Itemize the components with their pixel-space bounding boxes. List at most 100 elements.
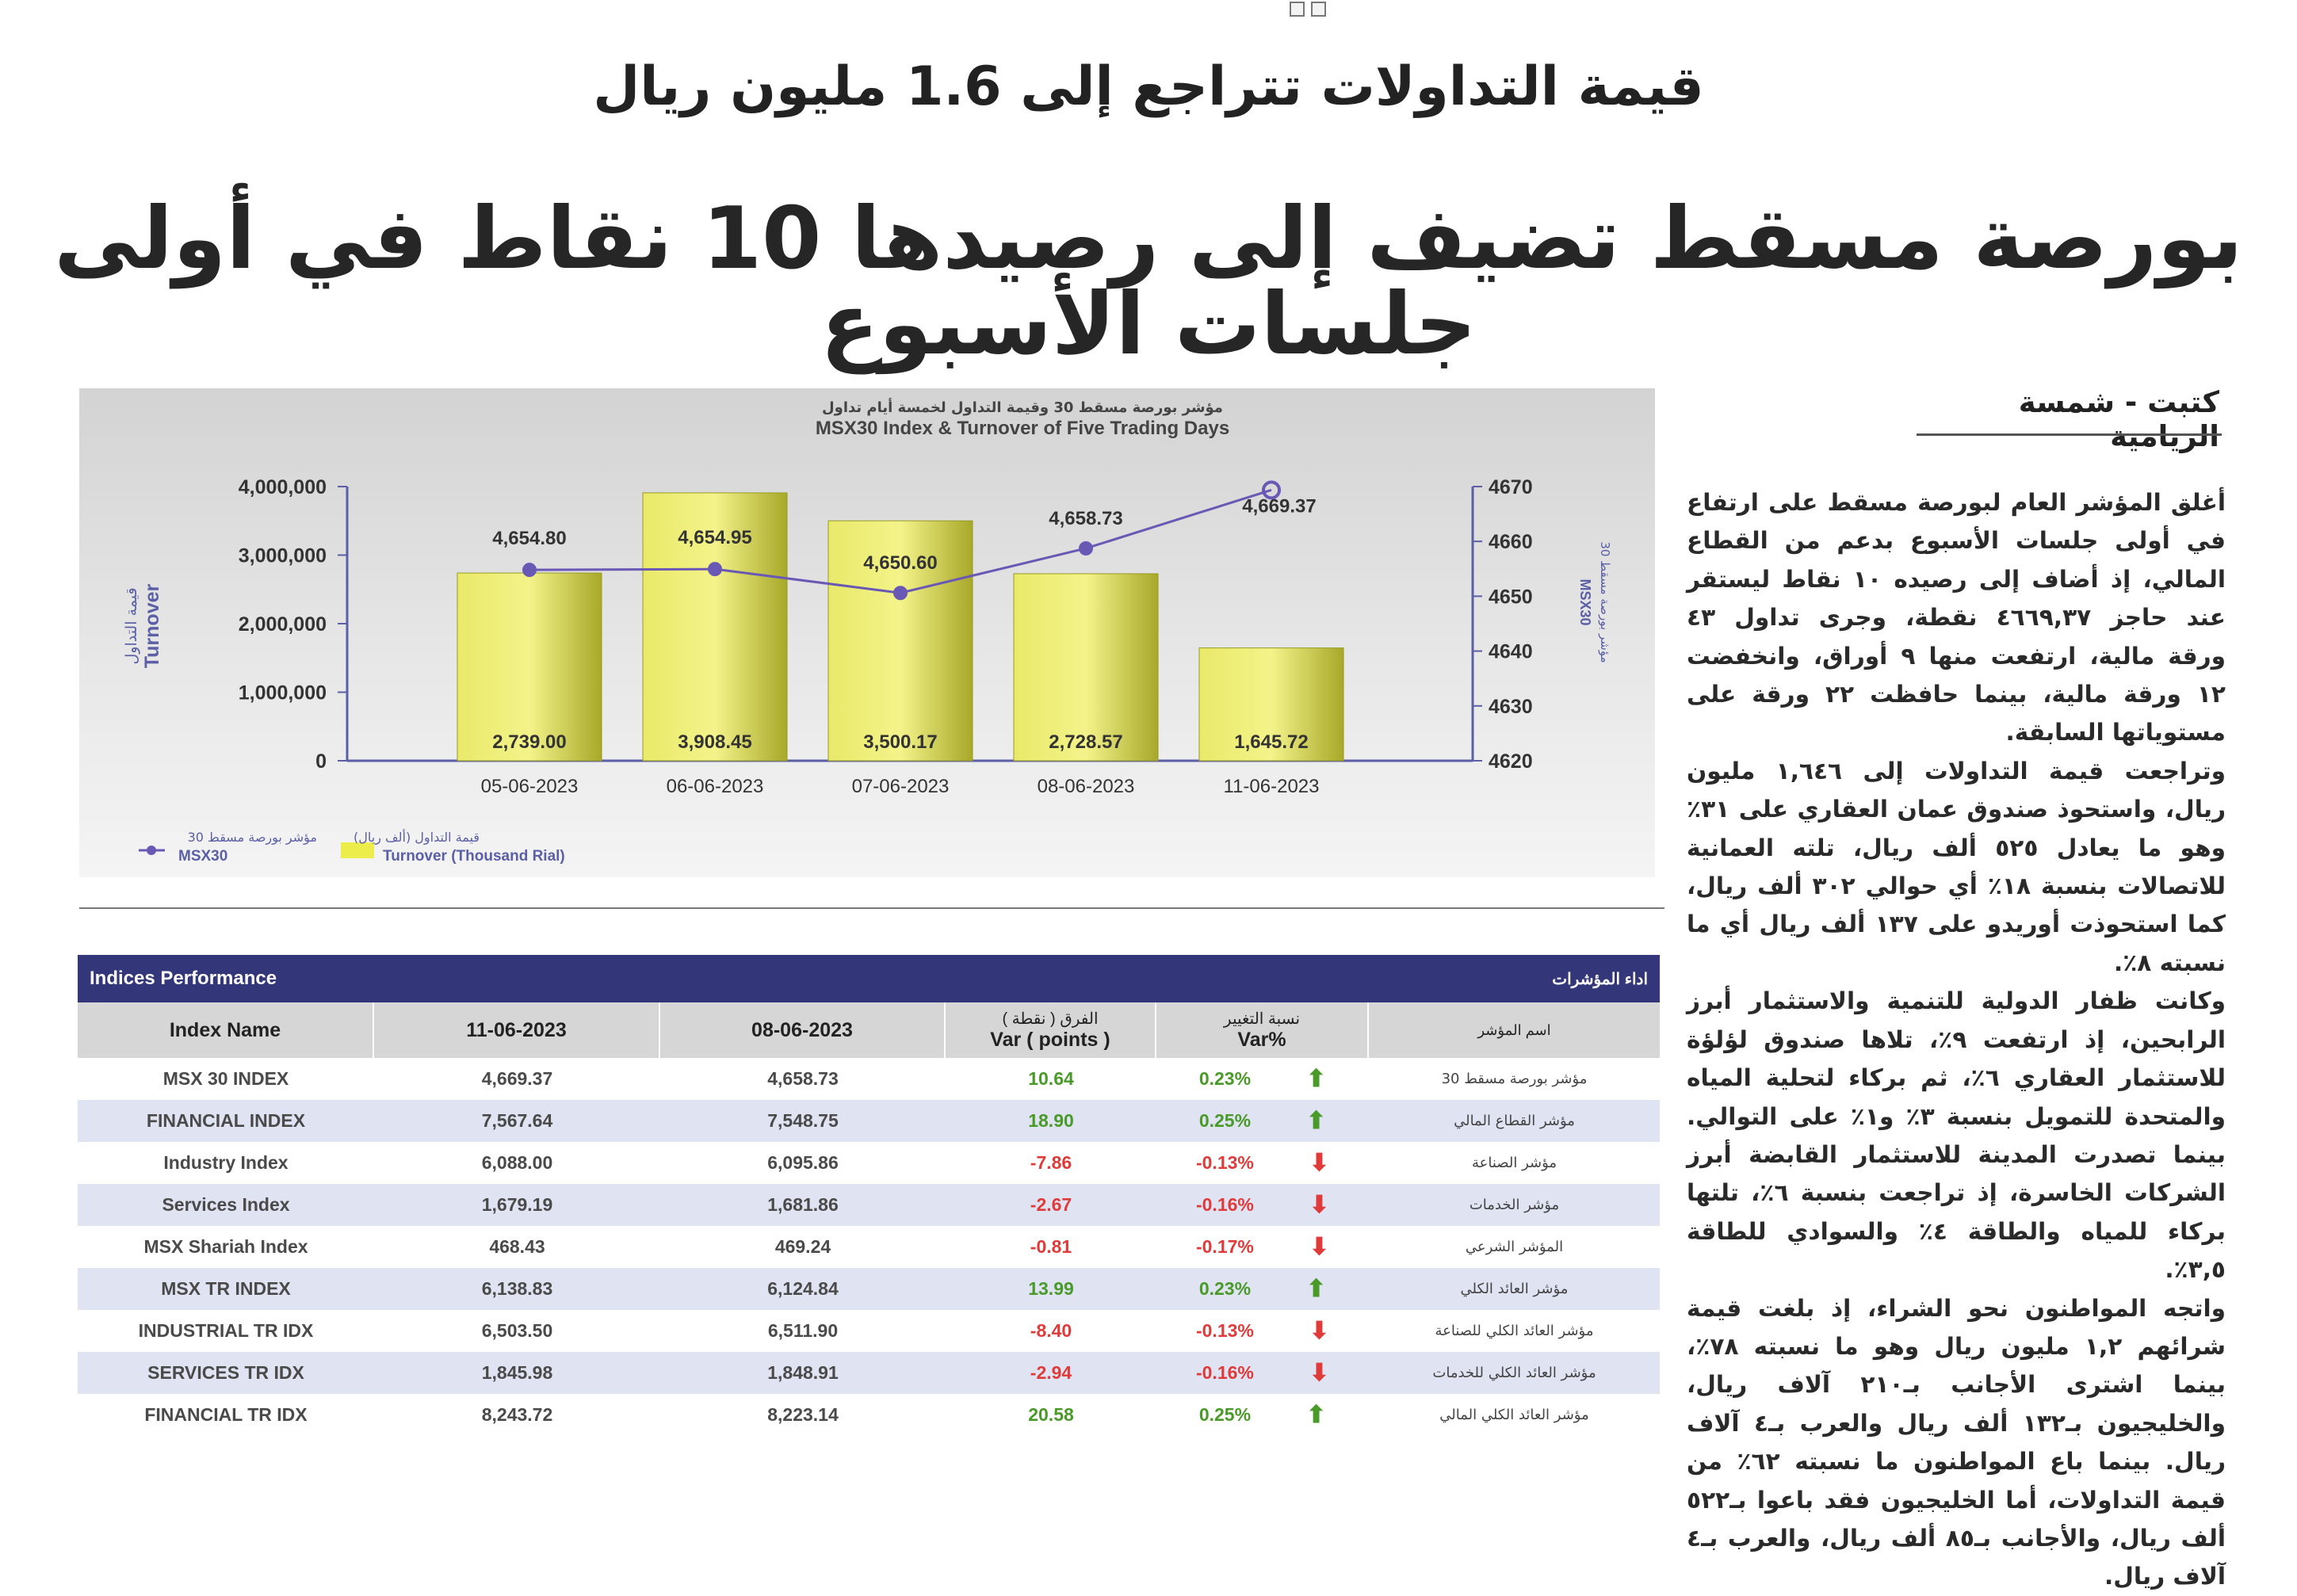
cell-date1: 6,088.00 — [481, 1152, 553, 1173]
cell-name-ar: مؤشر القطاع المالي — [1454, 1113, 1575, 1129]
main-headline: بورصة مسقط تضيف إلى رصيدها 10 نقاط في أو… — [54, 189, 2243, 374]
cell-var-pct-wrap: -0.17% ⬇ — [1156, 1235, 1369, 1259]
msx30-point — [1262, 480, 1281, 500]
y-tick-label: 3,000,000 — [239, 545, 327, 567]
up-arrow-icon: ⬆ — [1306, 1107, 1327, 1134]
cell-date1: 4,669.37 — [481, 1068, 553, 1089]
down-arrow-icon: ⬇ — [1309, 1317, 1329, 1344]
y-axis-label: Turnover — [141, 583, 163, 668]
article-body: أغلق المؤشر العام لبورصة مسقط على ارتفاع… — [1687, 483, 2226, 1596]
down-arrow-icon: ⬇ — [1309, 1149, 1329, 1176]
table-body: MSX 30 INDEX 4,669.37 4,658.73 10.64 0.23% ⬆ م… — [78, 1058, 1660, 1436]
cell-name-ar: مؤشر الصناعة — [1471, 1155, 1557, 1171]
bar-value-label: 3,908.45 — [678, 731, 751, 753]
cell-date2: 6,095.86 — [767, 1152, 839, 1173]
cell-var-pct-wrap: 0.25% ⬆ — [1156, 1403, 1369, 1427]
cell-var-pct: 0.23% — [1198, 1068, 1252, 1089]
header-index-name: Index Name — [78, 1002, 374, 1058]
article-paragraph: واتجه المواطنون نحو الشراء، إذ بلغت قيمة… — [1687, 1294, 2226, 1590]
indices-performance-table: Indices Performance اداء المؤشرات Index … — [78, 955, 1660, 1436]
y-axis-label-ar: قيمة التداول — [123, 587, 140, 664]
y-tick-label: 4,000,000 — [239, 476, 327, 498]
header-date2: 08-06-2023 — [660, 1002, 946, 1058]
cell-var-pct-wrap: -0.16% ⬇ — [1156, 1361, 1369, 1385]
bar-value-label: 2,728.57 — [1049, 731, 1122, 753]
cell-var: -7.86 — [1030, 1152, 1072, 1173]
cell-index-name: INDUSTRIAL TR IDX — [138, 1320, 314, 1341]
y-tick-label: 1,000,000 — [239, 682, 327, 704]
article-paragraph: أغلق المؤشر العام لبورصة مسقط على ارتفاع… — [1687, 489, 2226, 746]
cell-var: 18.90 — [1028, 1110, 1074, 1131]
table-row: MSX 30 INDEX 4,669.37 4,658.73 10.64 0.23% ⬆ م… — [78, 1058, 1660, 1100]
cell-var-pct-wrap: 0.23% ⬆ — [1156, 1067, 1369, 1091]
cell-index-name: Industry Index — [163, 1152, 289, 1173]
cell-var-pct: -0.13% — [1195, 1320, 1254, 1341]
y2-tick-label: 4640 — [1489, 641, 1533, 663]
cell-var-pct-wrap: -0.13% ⬇ — [1156, 1319, 1369, 1343]
turnover-bar — [827, 520, 973, 762]
turnover-bar — [1198, 647, 1344, 762]
msx30-turnover-chart: مؤشر بورصة مسقط 30 وقيمة التداول لخمسة أ… — [123, 398, 1612, 865]
cell-name-ar: المؤشر الشرعي — [1465, 1239, 1564, 1255]
cell-var-pct: -0.13% — [1195, 1152, 1254, 1173]
y2-tick-label: 4650 — [1489, 586, 1533, 608]
chart-title: MSX30 Index & Turnover of Five Trading D… — [816, 418, 1229, 439]
header-var: الفرق ( نقطة ) Var ( points ) — [946, 1002, 1156, 1058]
cell-date1: 1,845.98 — [481, 1362, 553, 1383]
cell-date2: 8,223.14 — [767, 1404, 839, 1425]
cell-var-pct: 0.23% — [1198, 1278, 1252, 1299]
up-arrow-icon: ⬆ — [1306, 1065, 1327, 1092]
cell-var: 20.58 — [1028, 1404, 1074, 1425]
cell-date1: 6,503.50 — [481, 1320, 553, 1341]
turnover-bar — [457, 572, 602, 762]
line-value-label: 4,650.60 — [863, 552, 937, 574]
y2-axis-label: MSX30 — [1577, 578, 1593, 625]
cell-var: -0.81 — [1030, 1236, 1072, 1257]
article-paragraph: وتراجعت قيمة التداولات إلى ١,٦٤٦ مليون ر… — [1687, 757, 2226, 976]
bar-value-label: 1,645.72 — [1234, 731, 1308, 753]
cell-date1: 7,567.64 — [481, 1110, 553, 1131]
cell-var: -2.94 — [1030, 1362, 1072, 1383]
cell-index-name: Services Index — [162, 1194, 290, 1215]
line-value-label: 4,654.80 — [492, 528, 566, 549]
table-row: SERVICES TR IDX 1,845.98 1,848.91 -2.94 -0.1… — [78, 1352, 1660, 1394]
table-row: Industry Index 6,088.00 6,095.86 -7.86 -0.13… — [78, 1142, 1660, 1184]
line-value-label: 4,654.95 — [678, 527, 751, 548]
cell-date1: 1,679.19 — [481, 1194, 553, 1215]
line-value-label: 4,669.37 — [1242, 495, 1316, 517]
cell-var: -8.40 — [1030, 1320, 1072, 1341]
bar-value-label: 2,739.00 — [492, 731, 566, 753]
cell-date2: 1,681.86 — [767, 1194, 839, 1215]
y2-tick-label: 4670 — [1489, 476, 1533, 498]
cell-var-pct: 0.25% — [1198, 1404, 1252, 1425]
down-arrow-icon: ⬇ — [1309, 1233, 1329, 1260]
table-title: Indices Performance — [90, 968, 277, 989]
x-tick-label: 07-06-2023 — [852, 776, 950, 797]
kicker-headline: قيمة التداولات تتراجع إلى 1.6 مليون ريال — [593, 55, 1704, 118]
legend-line-marker — [147, 846, 156, 855]
cell-var-pct-wrap: -0.16% ⬇ — [1156, 1193, 1369, 1217]
cell-name-ar: مؤشر العائد الكلي للصناعة — [1435, 1323, 1594, 1339]
cell-index-name: MSX TR INDEX — [161, 1278, 291, 1299]
cell-index-name: SERVICES TR IDX — [147, 1362, 304, 1383]
cell-date2: 1,848.91 — [767, 1362, 839, 1383]
msx30-point — [708, 562, 722, 577]
cell-name-ar: مؤشر بورصة مسقط 30 — [1441, 1071, 1588, 1087]
cell-var-pct: 0.25% — [1198, 1110, 1252, 1131]
table-row: MSX Shariah Index 468.43 469.24 -0.81 -0.17%… — [78, 1226, 1660, 1268]
legend-line-label: MSX30 — [178, 848, 227, 865]
cell-index-name: FINANCIAL TR IDX — [144, 1404, 308, 1425]
legend-line-label-ar: مؤشر بورصة مسقط 30 — [188, 830, 317, 846]
cell-date2: 6,511.90 — [767, 1320, 839, 1341]
turnover-bar — [1013, 573, 1159, 762]
legend-bar-swatch — [341, 842, 374, 858]
table-row: INDUSTRIAL TR IDX 6,503.50 6,511.90 -8.40 -0… — [78, 1310, 1660, 1352]
article-paragraph: وكانت ظفار الدولية للتنمية والاستثمار أب… — [1687, 987, 2226, 1284]
cell-date1: 468.43 — [489, 1236, 545, 1257]
y2-axis-label-ar: مؤشر بورصة مسقط 30 — [1598, 541, 1612, 662]
y2-tick-label: 4630 — [1489, 696, 1533, 718]
y-tick-label: 0 — [315, 750, 327, 773]
msx30-point — [522, 563, 537, 578]
byline: كتبت - شمسة الريامية — [2018, 385, 2219, 453]
cell-var: -2.67 — [1030, 1194, 1072, 1215]
